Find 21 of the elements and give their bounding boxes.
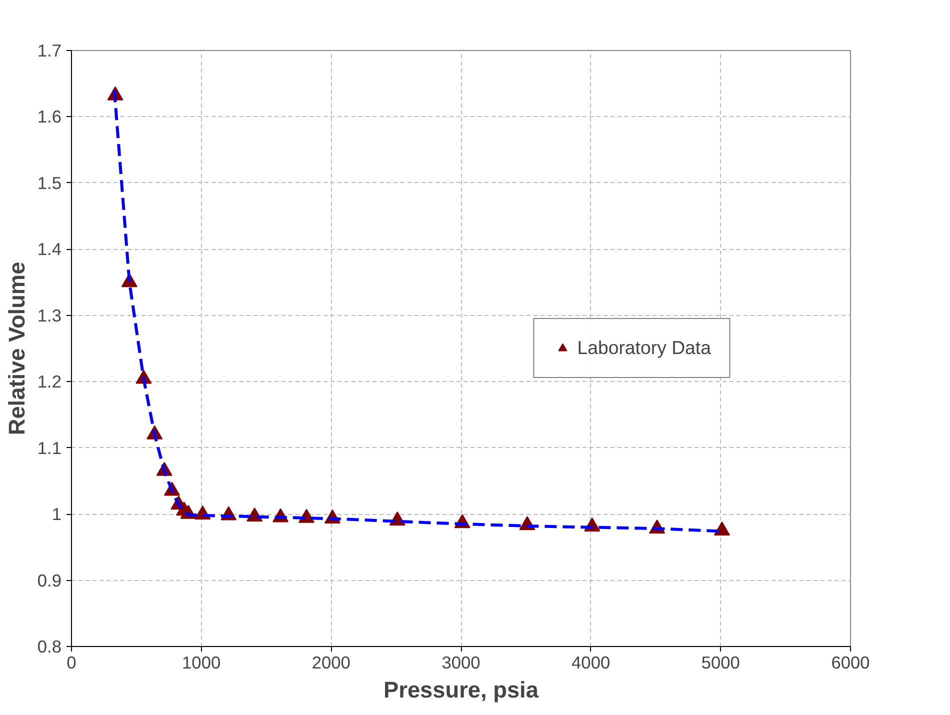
x-axis-title: Pressure, psia xyxy=(384,676,539,702)
y-tick-label: 1.2 xyxy=(37,372,62,392)
x-tick-label: 6000 xyxy=(831,652,870,672)
y-tick-label: 0.8 xyxy=(37,636,62,656)
y-tick-label: 1.6 xyxy=(37,106,62,127)
x-tick-label: 4000 xyxy=(572,652,610,672)
y-tick-label: 0.9 xyxy=(37,570,62,590)
y-tick-label: 1.7 xyxy=(37,40,62,60)
y-tick-label: 1 xyxy=(52,504,62,524)
x-tick-label: 2000 xyxy=(312,652,350,672)
x-tick-label: 1000 xyxy=(182,652,221,672)
y-tick-label: 1.4 xyxy=(37,239,62,260)
legend-label: Laboratory Data xyxy=(577,337,711,359)
point xyxy=(714,521,730,536)
y-tick-label: 1.1 xyxy=(37,438,62,458)
y-tick-label: 1.5 xyxy=(37,172,62,193)
y-axis-title: Relative Volume xyxy=(3,262,30,436)
x-tick-label: 3000 xyxy=(442,652,480,672)
x-tick-label: 0 xyxy=(66,652,76,672)
y-tick-label: 1.3 xyxy=(37,305,62,326)
x-tick-label: 5000 xyxy=(701,652,740,672)
